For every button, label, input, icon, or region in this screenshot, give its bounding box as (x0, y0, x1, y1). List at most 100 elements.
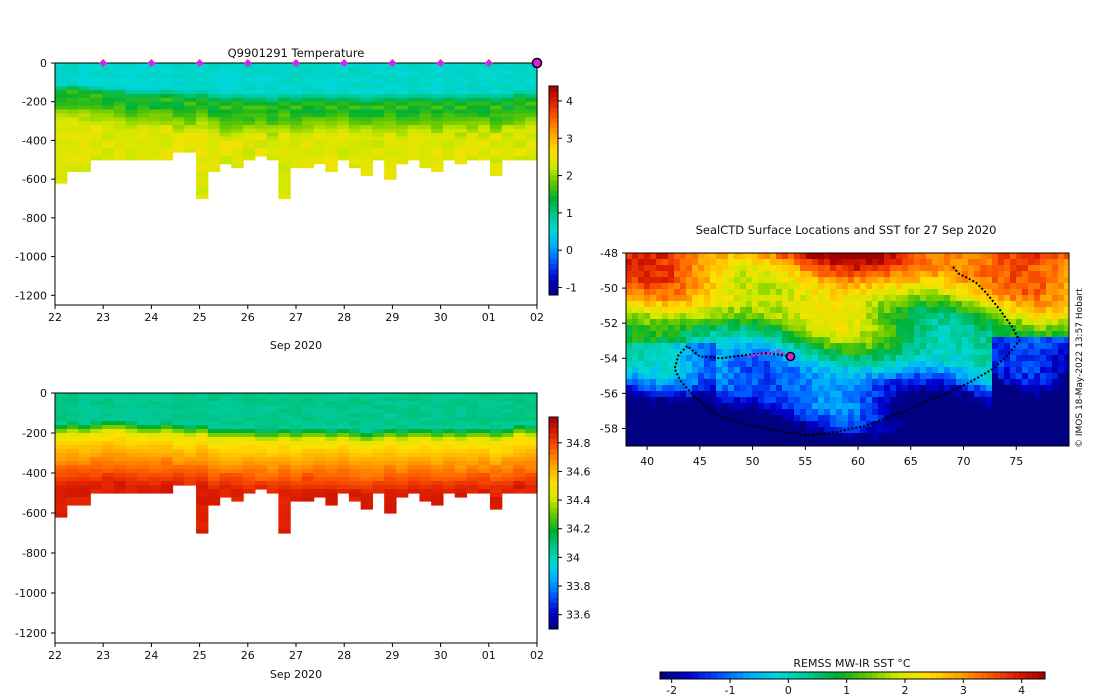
sst-cell (770, 397, 777, 404)
sst-cell (902, 385, 909, 392)
sst-cell (752, 439, 759, 446)
sst-cell (998, 361, 1005, 368)
profile-cell (419, 445, 432, 450)
profile-cell (55, 449, 68, 454)
profile-cell (266, 429, 279, 434)
profile-cell (384, 109, 397, 114)
profile-cell (184, 78, 197, 83)
sst-cell (1046, 403, 1053, 410)
profile-cell (160, 449, 174, 454)
sst-cell (698, 325, 705, 332)
profile-cell (501, 469, 515, 474)
sst-cell (872, 253, 879, 260)
sst-colorbar: -2 -1 0 1 2 3 4 (659, 671, 1046, 697)
sst-cell (992, 289, 999, 296)
profile-cell (125, 93, 138, 99)
sst-cell (884, 295, 891, 302)
sst-cell (1016, 271, 1023, 278)
sst-cell (902, 343, 909, 350)
sst-cell (776, 397, 783, 404)
profile-cell (78, 393, 91, 398)
profile-cell (231, 449, 244, 454)
sst-cell (1004, 313, 1011, 320)
sst-cell (722, 313, 729, 320)
profile-cell (125, 113, 138, 118)
profile-cell (78, 78, 91, 83)
sst-cell (944, 409, 951, 416)
profile-cell (55, 179, 68, 184)
sst-cell (1016, 433, 1023, 440)
profile-cell (55, 132, 68, 138)
sst-cell (962, 289, 969, 296)
sst-cell (896, 403, 903, 410)
profile-cell (478, 413, 491, 418)
profile-cell (384, 425, 397, 430)
sst-cell (704, 277, 711, 284)
sst-cell (1034, 421, 1041, 428)
sst-cell (836, 343, 843, 350)
profile-cell (348, 493, 362, 498)
profile-cell (454, 401, 468, 406)
sst-cell (734, 349, 741, 356)
profile-cell (442, 421, 456, 426)
sst-cell (644, 427, 651, 434)
profile-cell (301, 140, 315, 145)
sst-cell (830, 343, 837, 350)
sst-cell (656, 331, 663, 338)
sst-cell (770, 391, 777, 398)
profile-cell (478, 70, 491, 76)
sst-cell (818, 313, 825, 320)
profile-cell (384, 433, 397, 438)
sst-cell (800, 397, 807, 404)
profile-cell (184, 113, 197, 118)
profile-cell (442, 417, 456, 422)
profile-cell (501, 63, 515, 68)
sst-cell (1004, 361, 1011, 368)
sst-cell (932, 367, 939, 374)
profile-cell (513, 136, 526, 142)
profile-cell (325, 132, 338, 138)
sst-cell (752, 361, 759, 368)
sst-cell (806, 403, 813, 410)
sst-cell (980, 271, 987, 278)
sst-cell (896, 337, 903, 344)
sst-cell (674, 409, 681, 416)
sst-cell (884, 319, 891, 326)
sst-cell (836, 433, 843, 440)
profile-cell (113, 155, 127, 161)
sst-cell (662, 277, 669, 284)
profile-cell (301, 477, 315, 482)
profile-cell (360, 401, 374, 406)
sst-cell (734, 295, 741, 302)
sst-cell (764, 325, 771, 332)
sst-cell (902, 265, 909, 272)
sst-cell (986, 349, 993, 356)
profile-cell (207, 78, 221, 83)
colorbar-segment (549, 586, 558, 593)
profile-cell (172, 437, 185, 442)
profile-cell (501, 97, 515, 103)
profile-cell (207, 90, 221, 95)
profile-cell (384, 117, 397, 122)
sst-cell (752, 253, 759, 260)
profile-cell (243, 148, 256, 153)
sst-cell (902, 427, 909, 434)
profile-cell (313, 477, 326, 482)
profile-cell (313, 97, 326, 103)
sst-cell (716, 307, 723, 314)
profile-cell (78, 477, 91, 482)
sst-cell (950, 253, 957, 260)
profile-cell (478, 93, 491, 99)
x-tick-label: 28 (337, 649, 351, 662)
sst-cell (1046, 307, 1053, 314)
profile-cell (466, 66, 479, 72)
sst-cell (716, 397, 723, 404)
profile-cell (266, 93, 279, 99)
sst-cell (752, 367, 759, 374)
profile-cell (254, 437, 268, 442)
profile-cell (431, 501, 444, 506)
profile-cell (149, 109, 162, 114)
sst-cell (962, 373, 969, 380)
sst-cell (1046, 415, 1053, 422)
sst-cell (1010, 379, 1017, 386)
